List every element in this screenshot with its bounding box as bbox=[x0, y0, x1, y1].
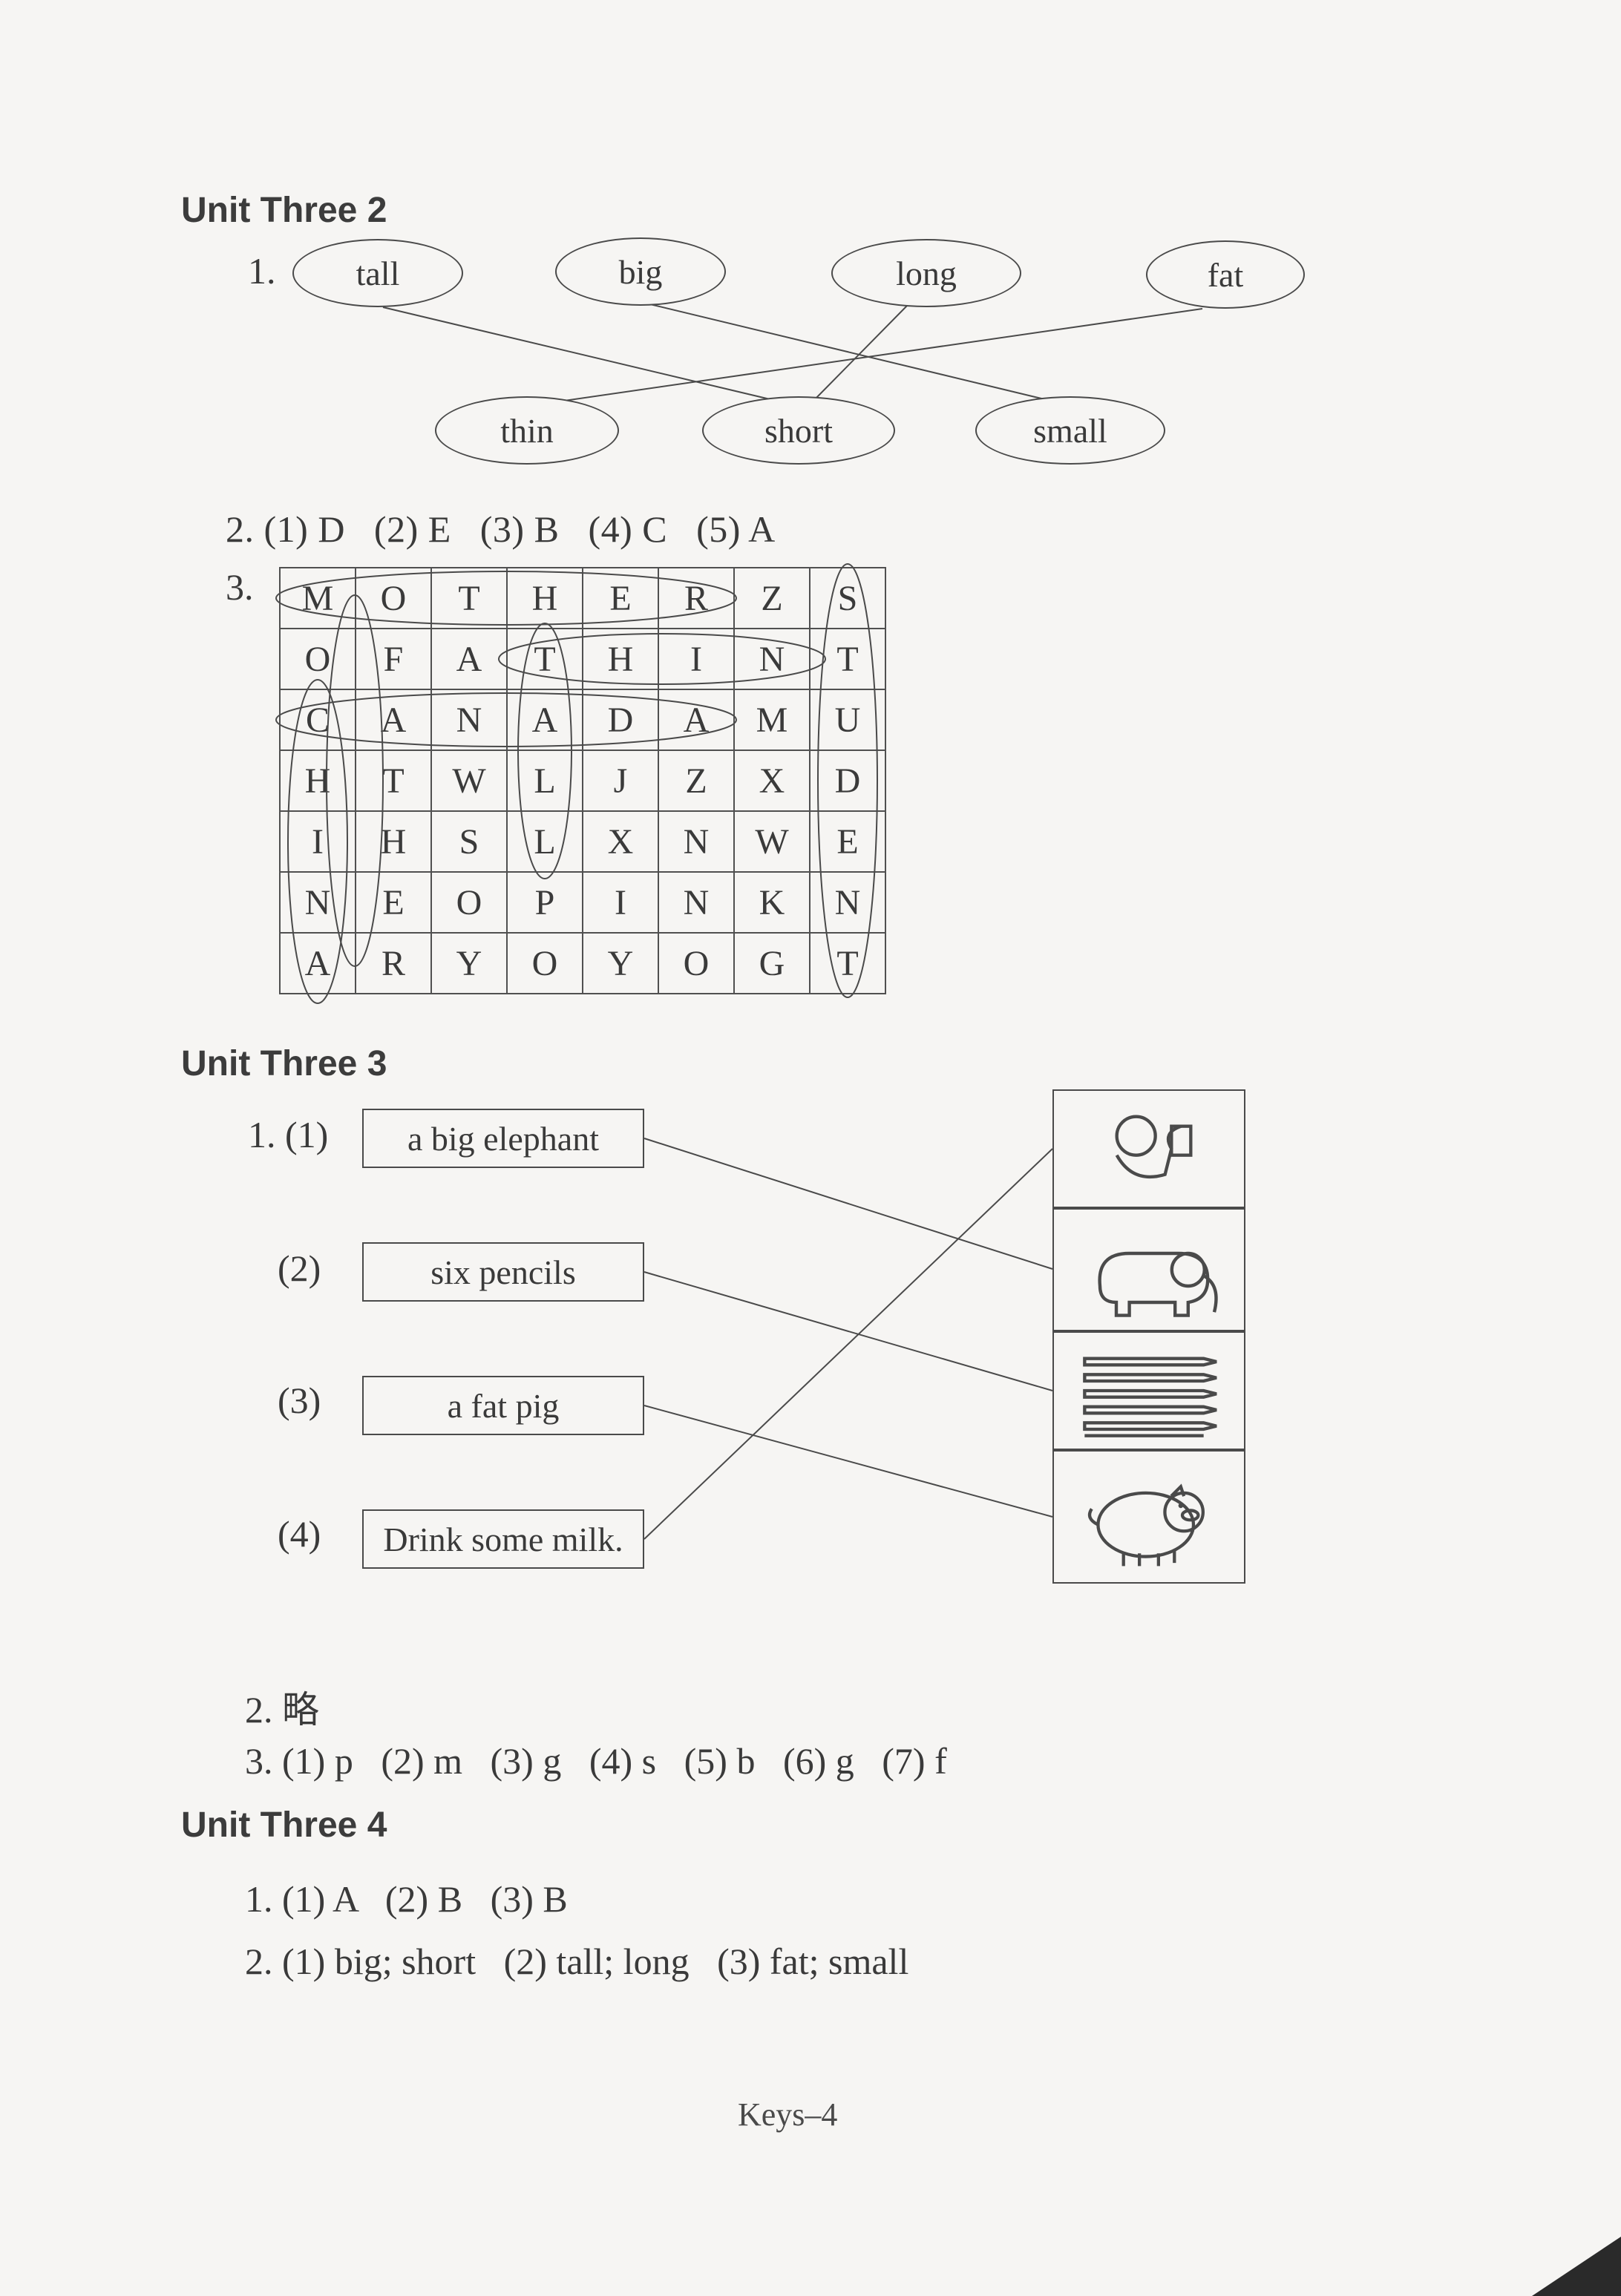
oval-long: long bbox=[831, 239, 1021, 307]
grid-cell: F bbox=[356, 629, 431, 689]
grid-cell: Y bbox=[431, 933, 507, 994]
grid-cell: I bbox=[583, 872, 658, 933]
grid-cell: X bbox=[734, 750, 810, 811]
grid-cell: N bbox=[810, 872, 885, 933]
grid-cell: O bbox=[431, 872, 507, 933]
grid-cell: N bbox=[280, 872, 356, 933]
pic-elephant bbox=[1052, 1208, 1245, 1331]
grid-cell: W bbox=[734, 811, 810, 872]
pic-girl-milk bbox=[1052, 1089, 1245, 1208]
grid-cell: W bbox=[431, 750, 507, 811]
grid-cell: U bbox=[810, 689, 885, 750]
grid-cell: T bbox=[810, 933, 885, 994]
grid-cell: P bbox=[507, 872, 583, 933]
box-pencils: six pencils bbox=[362, 1242, 644, 1302]
grid-cell: A bbox=[431, 629, 507, 689]
grid-cell: H bbox=[356, 811, 431, 872]
grid-cell: E bbox=[583, 568, 658, 629]
heading-unit-three-2: Unit Three 2 bbox=[181, 190, 387, 231]
u33-q1-n1: 1. (1) bbox=[248, 1113, 328, 1156]
page: Unit Three 2 1. tall big long fat thin s… bbox=[0, 0, 1621, 2296]
grid-cell: N bbox=[658, 872, 734, 933]
grid-cell: Z bbox=[734, 568, 810, 629]
grid-cell: O bbox=[356, 568, 431, 629]
grid-cell: E bbox=[810, 811, 885, 872]
grid-cell: A bbox=[658, 689, 734, 750]
oval-short: short bbox=[702, 396, 895, 465]
grid-cell: R bbox=[356, 933, 431, 994]
grid-cell: X bbox=[583, 811, 658, 872]
grid-cell: A bbox=[507, 689, 583, 750]
grid-cell: A bbox=[280, 933, 356, 994]
u34-q2: 2. (1) big; short (2) tall; long (3) fat… bbox=[245, 1940, 908, 1983]
u33-q1-n3: (3) bbox=[278, 1379, 321, 1422]
grid-cell: C bbox=[280, 689, 356, 750]
grid-cell: Y bbox=[583, 933, 658, 994]
box-pig: a fat pig bbox=[362, 1376, 644, 1435]
grid-cell: N bbox=[734, 629, 810, 689]
grid-cell: D bbox=[583, 689, 658, 750]
oval-thin: thin bbox=[435, 396, 619, 465]
grid-cell: D bbox=[810, 750, 885, 811]
box-milk: Drink some milk. bbox=[362, 1509, 644, 1569]
word-search-grid: MOTHERZSOFATHINTCANADAMUHTWLJZXDIHSLXNWE… bbox=[279, 567, 886, 994]
grid-cell: I bbox=[280, 811, 356, 872]
grid-cell: N bbox=[658, 811, 734, 872]
grid-cell: L bbox=[507, 750, 583, 811]
grid-cell: R bbox=[658, 568, 734, 629]
grid-cell: L bbox=[507, 811, 583, 872]
grid-cell: J bbox=[583, 750, 658, 811]
u32-q3-label: 3. bbox=[226, 565, 254, 609]
grid-cell: T bbox=[507, 629, 583, 689]
grid-cell: O bbox=[658, 933, 734, 994]
grid-cell: E bbox=[356, 872, 431, 933]
grid-cell: H bbox=[583, 629, 658, 689]
grid-cell: T bbox=[356, 750, 431, 811]
u33-q3: 3. (1) p (2) m (3) g (4) s (5) b (6) g (… bbox=[245, 1739, 947, 1782]
oval-tall: tall bbox=[292, 239, 463, 307]
q1-label: 1. bbox=[248, 249, 276, 292]
heading-unit-three-3: Unit Three 3 bbox=[181, 1043, 387, 1084]
grid-cell: T bbox=[810, 629, 885, 689]
box-elephant: a big elephant bbox=[362, 1109, 644, 1168]
heading-unit-three-4: Unit Three 4 bbox=[181, 1805, 387, 1846]
page-corner-fold bbox=[1532, 2237, 1621, 2296]
grid-cell: O bbox=[507, 933, 583, 994]
grid-cell: H bbox=[280, 750, 356, 811]
pic-pig bbox=[1052, 1450, 1245, 1584]
oval-small: small bbox=[975, 396, 1165, 465]
grid-cell: H bbox=[507, 568, 583, 629]
grid-cell: I bbox=[658, 629, 734, 689]
grid-cell: N bbox=[431, 689, 507, 750]
grid-cell: K bbox=[734, 872, 810, 933]
oval-fat: fat bbox=[1146, 240, 1305, 309]
oval-big: big bbox=[555, 237, 726, 306]
grid-cell: A bbox=[356, 689, 431, 750]
grid-cell: G bbox=[734, 933, 810, 994]
u34-q1: 1. (1) A (2) B (3) B bbox=[245, 1877, 568, 1921]
u32-q2-answers: 2. (1) D (2) E (3) B (4) C (5) A bbox=[226, 508, 776, 551]
grid-cell: T bbox=[431, 568, 507, 629]
grid-cell: M bbox=[734, 689, 810, 750]
grid-cell: S bbox=[431, 811, 507, 872]
page-footer: Keys–4 bbox=[738, 2096, 837, 2133]
grid-cell: S bbox=[810, 568, 885, 629]
u33-q2: 2. 略 bbox=[245, 1680, 319, 1734]
grid-cell: Z bbox=[658, 750, 734, 811]
u33-q1-n2: (2) bbox=[278, 1247, 321, 1290]
pic-pencils bbox=[1052, 1331, 1245, 1450]
grid-cell: O bbox=[280, 629, 356, 689]
u33-q1-n4: (4) bbox=[278, 1512, 321, 1555]
grid-cell: M bbox=[280, 568, 356, 629]
